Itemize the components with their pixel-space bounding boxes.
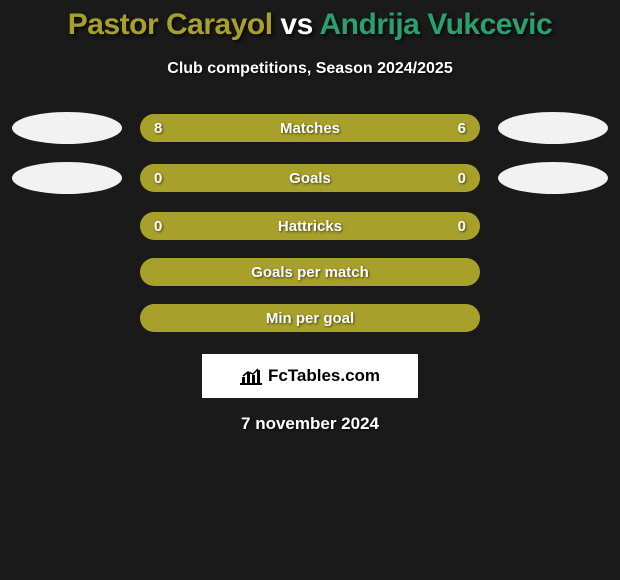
- chart-icon: [240, 367, 262, 385]
- stat-bar: 8 Matches 6: [140, 114, 480, 142]
- logo-text: FcTables.com: [268, 366, 380, 386]
- stat-bar: 0 Goals 0: [140, 164, 480, 192]
- left-oval: [12, 112, 122, 144]
- stat-left-value: 8: [154, 120, 162, 137]
- player1-name: Pastor Carayol: [68, 8, 273, 41]
- comparison-card: Pastor Carayol vs Andrija Vukcevic Club …: [0, 0, 620, 434]
- stat-rows: 8 Matches 6 0 Goals 0 0 Hattricks 0 Goals per mat…: [0, 112, 620, 332]
- stat-right-value: 0: [458, 218, 466, 235]
- stat-row: 0 Goals 0: [0, 162, 620, 194]
- stat-row: Goals per match: [0, 258, 620, 286]
- stat-label: Matches: [280, 120, 340, 137]
- vs-text: vs: [280, 8, 312, 41]
- stat-label: Goals: [289, 170, 331, 187]
- subtitle: Club competitions, Season 2024/2025: [0, 60, 620, 78]
- right-oval: [498, 162, 608, 194]
- stat-label: Min per goal: [266, 310, 354, 327]
- stat-row: Min per goal: [0, 304, 620, 332]
- stat-bar: 0 Hattricks 0: [140, 212, 480, 240]
- date-text: 7 november 2024: [0, 414, 620, 434]
- left-oval: [12, 162, 122, 194]
- logo-box: FcTables.com: [202, 354, 418, 398]
- stat-left-value: 0: [154, 218, 162, 235]
- stat-right-value: 6: [458, 120, 466, 137]
- stat-right-value: 0: [458, 170, 466, 187]
- stat-bar: Goals per match: [140, 258, 480, 286]
- stat-label: Hattricks: [278, 218, 342, 235]
- stat-row: 0 Hattricks 0: [0, 212, 620, 240]
- player2-name: Andrija Vukcevic: [320, 8, 553, 41]
- stat-row: 8 Matches 6: [0, 112, 620, 144]
- stat-label: Goals per match: [251, 264, 369, 281]
- right-oval: [498, 112, 608, 144]
- title: Pastor Carayol vs Andrija Vukcevic: [0, 8, 620, 42]
- stat-left-value: 0: [154, 170, 162, 187]
- stat-bar: Min per goal: [140, 304, 480, 332]
